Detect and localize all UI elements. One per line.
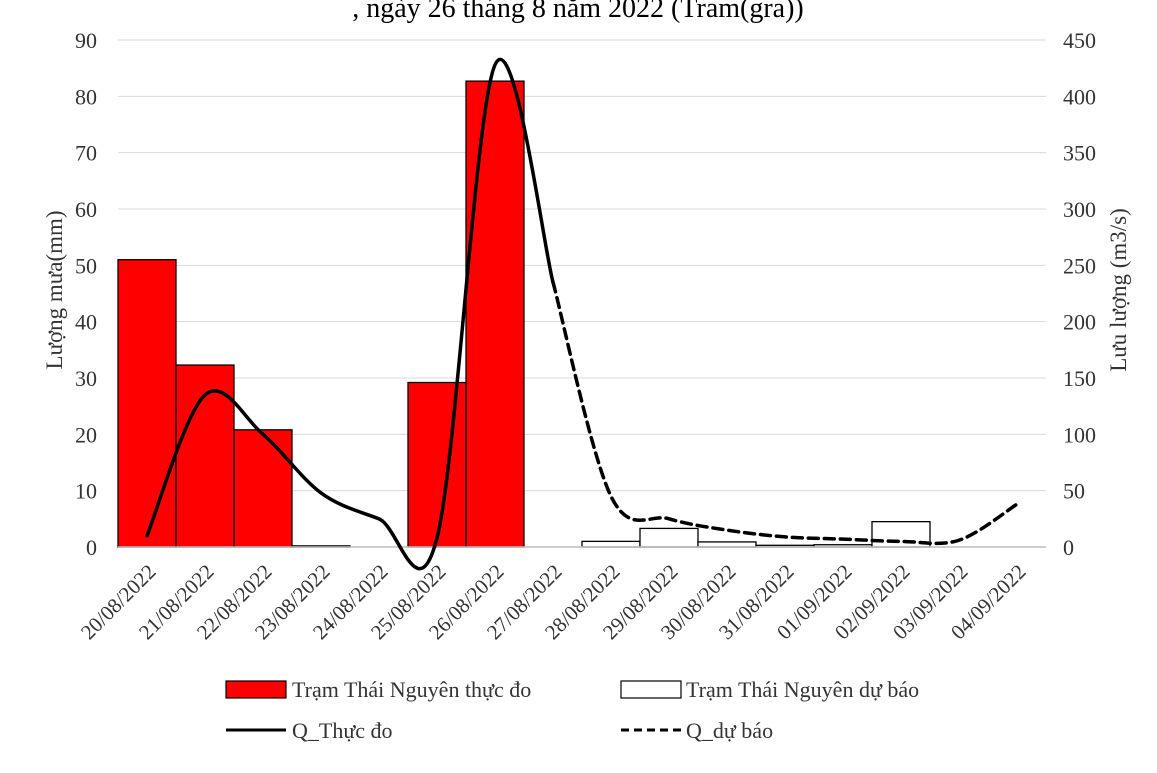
y-tick-label-right: 250 <box>1063 253 1096 278</box>
y-axis-title-left: Lượng mưa(mm) <box>42 210 67 369</box>
bar-measured-rain-6 <box>465 80 525 548</box>
legend-swatch-forecast-rain <box>620 680 682 699</box>
y-tick-label-right: 350 <box>1063 141 1096 166</box>
y-tick-label-right: 300 <box>1063 197 1096 222</box>
y-axis-title-right: Lưu lượng (m3/s) <box>1106 208 1131 372</box>
bar-forecast-rain-8 <box>581 540 641 548</box>
y-tick-label-left: 90 <box>75 28 97 53</box>
legend-label-forecast-q: Q_dự báo <box>686 718 773 743</box>
series-line-measured-q <box>145 58 555 571</box>
y-tick-label-right: 450 <box>1063 28 1096 53</box>
y-tick-label-left: 0 <box>86 535 97 560</box>
y-tick-label-right: 100 <box>1063 422 1096 447</box>
y-tick-label-left: 80 <box>75 84 97 109</box>
legend-label-measured-q: Q_Thực đo <box>292 718 393 743</box>
y-tick-label-right: 150 <box>1063 366 1096 391</box>
y-tick-label-right: 0 <box>1063 535 1074 560</box>
y-tick-label-right: 200 <box>1063 310 1096 335</box>
y-tick-label-left: 10 <box>75 479 97 504</box>
bar-forecast-rain-10 <box>697 541 757 548</box>
y-tick-label-left: 30 <box>75 366 97 391</box>
bar-measured-rain-1 <box>175 364 235 548</box>
y-tick-label-left: 70 <box>75 141 97 166</box>
y-tick-label-right: 400 <box>1063 84 1096 109</box>
legend: Trạm Thái Nguyên thực đo Trạm Thái Nguyê… <box>225 677 919 743</box>
legend-label-forecast-rain: Trạm Thái Nguyên dự báo <box>686 677 919 702</box>
bar-measured-rain-5 <box>407 381 467 548</box>
tick-labels: 0 10 20 30 40 50 60 70 80 90 0 50 100 150 200 250 300 350… <box>75 28 1096 644</box>
bars <box>117 80 931 548</box>
legend-label-measured-rain: Trạm Thái Nguyên thực đo <box>292 677 531 702</box>
lines <box>145 58 1019 571</box>
y-tick-label-left: 50 <box>75 253 97 278</box>
series-line-forecast-q <box>551 280 1019 546</box>
y-tick-label-left: 60 <box>75 197 97 222</box>
gridlines <box>118 39 1046 492</box>
bar-measured-rain-2 <box>233 429 293 548</box>
y-tick-label-right: 50 <box>1063 479 1085 504</box>
chart-title: , ngày 26 tháng 8 năm 2022 (Tram(gra)) <box>352 0 804 24</box>
y-tick-label-left: 40 <box>75 310 97 335</box>
legend-swatch-measured-rain <box>225 680 287 699</box>
bar-forecast-rain-9 <box>639 527 699 548</box>
bar-measured-rain-0 <box>117 259 177 548</box>
y-tick-label-left: 20 <box>75 422 97 447</box>
